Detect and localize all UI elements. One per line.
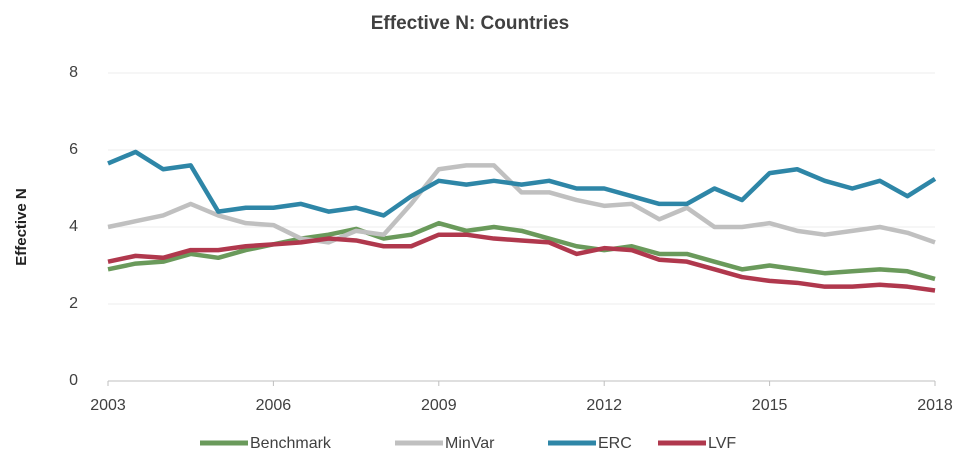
y-tick-label: 6 — [69, 141, 78, 158]
x-tick-label: 2012 — [586, 397, 622, 414]
data-line — [107, 220, 936, 282]
legend-label: MinVar — [445, 435, 495, 452]
chart-title: Effective N: Countries — [371, 13, 569, 34]
data-line — [107, 163, 936, 245]
data-line — [107, 149, 937, 218]
x-tick-label: 2006 — [256, 397, 292, 414]
y-tick-label: 8 — [69, 64, 78, 81]
y-tick-label: 4 — [69, 218, 78, 235]
legend-label: Benchmark — [250, 435, 332, 452]
y-tick-label: 0 — [69, 372, 78, 389]
x-tick-label: 2018 — [917, 397, 953, 414]
x-tick-label: 2009 — [421, 397, 457, 414]
legend-label: LVF — [708, 435, 736, 452]
x-tick-label: 2003 — [90, 397, 126, 414]
y-tick-label: 2 — [69, 295, 78, 312]
x-tick-label: 2015 — [752, 397, 788, 414]
y-axis-label: Effective N — [13, 188, 30, 266]
data-line — [107, 232, 936, 293]
legend-label: ERC — [598, 435, 632, 452]
